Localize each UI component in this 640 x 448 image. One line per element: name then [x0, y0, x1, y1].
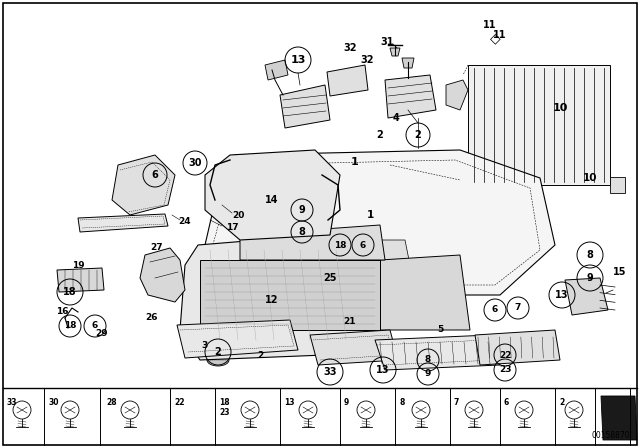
Text: 30: 30 — [188, 158, 202, 168]
Text: 2: 2 — [559, 398, 564, 407]
Text: ◇: ◇ — [490, 31, 500, 45]
Text: 11: 11 — [493, 30, 507, 40]
Text: 6: 6 — [360, 241, 366, 250]
Text: 13: 13 — [284, 398, 294, 407]
Polygon shape — [265, 60, 288, 80]
Text: 22: 22 — [499, 350, 511, 359]
Polygon shape — [375, 335, 500, 370]
Polygon shape — [370, 240, 410, 265]
Text: 9: 9 — [587, 273, 593, 283]
Text: 12: 12 — [265, 295, 279, 305]
Polygon shape — [380, 255, 470, 330]
Polygon shape — [112, 155, 175, 215]
Text: 13: 13 — [556, 290, 569, 300]
Polygon shape — [240, 225, 385, 260]
Text: 9: 9 — [344, 398, 349, 407]
Text: 15: 15 — [613, 267, 627, 277]
Text: 32: 32 — [360, 55, 374, 65]
Polygon shape — [458, 177, 468, 190]
Polygon shape — [475, 330, 560, 365]
Text: 26: 26 — [146, 314, 158, 323]
Text: 9: 9 — [425, 370, 431, 379]
Text: 13: 13 — [291, 55, 306, 65]
Text: 16: 16 — [56, 307, 68, 316]
Text: 30: 30 — [49, 398, 60, 407]
Polygon shape — [390, 48, 400, 56]
Text: 32: 32 — [343, 43, 356, 53]
Polygon shape — [385, 75, 436, 118]
Text: 14: 14 — [265, 195, 279, 205]
Polygon shape — [610, 177, 625, 193]
Text: 1: 1 — [351, 157, 359, 167]
Polygon shape — [468, 65, 610, 185]
Text: 31: 31 — [380, 37, 394, 47]
Text: 18: 18 — [333, 241, 346, 250]
Polygon shape — [205, 150, 340, 240]
Text: 33: 33 — [7, 398, 17, 407]
Text: 24: 24 — [179, 217, 191, 227]
Text: 7: 7 — [515, 303, 521, 313]
Polygon shape — [402, 58, 414, 68]
Text: 19: 19 — [72, 260, 84, 270]
Text: 23: 23 — [499, 366, 511, 375]
Text: 2: 2 — [214, 347, 221, 357]
Text: 18: 18 — [63, 287, 77, 297]
Text: 21: 21 — [344, 318, 356, 327]
Text: 8: 8 — [299, 227, 305, 237]
Text: 00158870: 00158870 — [591, 431, 630, 440]
Polygon shape — [78, 214, 168, 232]
Polygon shape — [280, 85, 330, 128]
Text: 8: 8 — [399, 398, 404, 407]
Text: 8: 8 — [587, 250, 593, 260]
Text: 28: 28 — [106, 398, 116, 407]
Text: 9: 9 — [299, 205, 305, 215]
Text: 13: 13 — [376, 365, 390, 375]
Polygon shape — [200, 260, 380, 330]
Text: 2: 2 — [415, 130, 421, 140]
Text: 2: 2 — [257, 350, 263, 359]
Polygon shape — [205, 150, 555, 295]
Polygon shape — [446, 80, 468, 110]
Text: 18
23: 18 23 — [219, 398, 230, 418]
Text: 6: 6 — [492, 306, 498, 314]
Text: 25: 25 — [323, 273, 337, 283]
Text: 3: 3 — [202, 340, 208, 349]
Text: 1: 1 — [366, 210, 374, 220]
Text: 8: 8 — [425, 356, 431, 365]
Text: 10: 10 — [583, 173, 597, 183]
Text: 10: 10 — [552, 103, 568, 113]
Text: 27: 27 — [150, 244, 163, 253]
Text: 22: 22 — [174, 398, 184, 407]
Text: 4: 4 — [392, 113, 399, 123]
Text: 6: 6 — [152, 170, 158, 180]
Polygon shape — [565, 278, 608, 315]
Text: 5: 5 — [437, 326, 443, 335]
Polygon shape — [327, 65, 368, 96]
Text: 6: 6 — [504, 398, 509, 407]
Polygon shape — [177, 320, 298, 358]
Text: 29: 29 — [96, 328, 108, 337]
Text: 33: 33 — [323, 367, 337, 377]
Polygon shape — [180, 235, 380, 360]
Text: 17: 17 — [226, 224, 238, 233]
Ellipse shape — [207, 354, 229, 366]
Text: 20: 20 — [232, 211, 244, 220]
Text: 6: 6 — [92, 322, 98, 331]
Polygon shape — [57, 268, 104, 292]
Text: 7: 7 — [454, 398, 460, 407]
Polygon shape — [310, 330, 398, 365]
Text: 18: 18 — [64, 322, 76, 331]
Polygon shape — [601, 396, 637, 440]
Polygon shape — [140, 248, 185, 302]
Text: 2: 2 — [376, 130, 383, 140]
Text: 11: 11 — [483, 20, 497, 30]
